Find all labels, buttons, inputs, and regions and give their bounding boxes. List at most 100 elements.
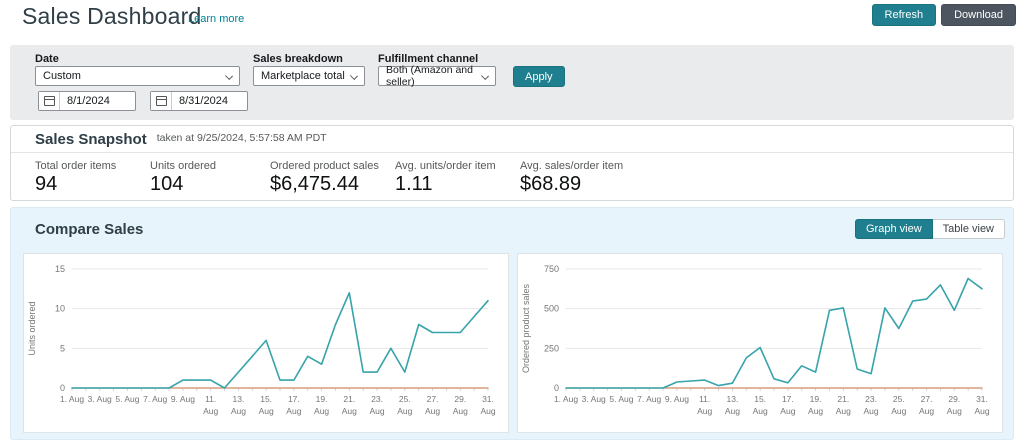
svg-text:27.: 27.: [921, 394, 933, 404]
sales-breakdown-label: Sales breakdown: [253, 53, 343, 65]
svg-text:19.: 19.: [316, 394, 328, 404]
filter-bar: Date Custom 8/1/2024 8/31/2024 Sales bre…: [10, 45, 1014, 120]
stat-value: 104: [150, 173, 184, 195]
svg-text:Aug: Aug: [342, 406, 357, 416]
stat-label: Avg. sales/order item: [520, 160, 624, 172]
svg-text:11.: 11.: [699, 394, 710, 404]
date-range-value: Custom: [43, 70, 81, 82]
sales-breakdown-select[interactable]: Marketplace total: [253, 66, 365, 86]
svg-text:Aug: Aug: [725, 406, 740, 416]
svg-text:21.: 21.: [343, 394, 355, 404]
calendar-icon: [155, 96, 167, 106]
stat-label: Total order items: [35, 160, 117, 172]
stat-ordered-product-sales: Ordered product sales $6,475.44: [270, 160, 395, 196]
stat-label: Avg. units/order item: [395, 160, 496, 172]
svg-text:5. Aug: 5. Aug: [115, 394, 139, 404]
stat-avg-units-per-order-item: Avg. units/order item 1.11: [395, 160, 520, 196]
table-view-button[interactable]: Table view: [932, 219, 1005, 239]
svg-text:3. Aug: 3. Aug: [88, 394, 112, 404]
svg-text:Aug: Aug: [974, 406, 989, 416]
date-to-input[interactable]: 8/31/2024: [150, 91, 248, 111]
stat-units-ordered: Units ordered 104: [150, 160, 270, 196]
svg-text:17.: 17.: [782, 394, 794, 404]
calendar-icon: [43, 96, 55, 106]
chevron-down-icon: [349, 71, 359, 81]
svg-text:Aug: Aug: [919, 406, 934, 416]
calendar-button[interactable]: [39, 92, 60, 110]
download-button[interactable]: Download: [941, 4, 1016, 26]
sales-snapshot-title: Sales Snapshot: [35, 130, 147, 148]
stat-total-order-items: Total order items 94: [35, 160, 150, 196]
svg-text:Aug: Aug: [314, 406, 329, 416]
fulfillment-channel-select[interactable]: Both (Amazon and seller): [378, 64, 496, 88]
svg-text:29.: 29.: [948, 394, 960, 404]
svg-text:10: 10: [55, 304, 65, 314]
svg-text:13.: 13.: [232, 394, 244, 404]
svg-text:29.: 29.: [454, 394, 466, 404]
chevron-down-icon: [224, 71, 234, 81]
svg-text:25.: 25.: [399, 394, 411, 404]
svg-text:Aug: Aug: [891, 406, 906, 416]
svg-text:Aug: Aug: [864, 406, 879, 416]
page-header: Sales Dashboard Learn more Refresh Downl…: [0, 0, 1024, 44]
refresh-button[interactable]: Refresh: [871, 4, 937, 26]
svg-text:27.: 27.: [427, 394, 439, 404]
svg-text:31.: 31.: [976, 394, 988, 404]
svg-text:Aug: Aug: [453, 406, 468, 416]
svg-text:Aug: Aug: [370, 406, 385, 416]
date-range-select[interactable]: Custom: [35, 66, 240, 86]
stat-label: Ordered product sales: [270, 160, 379, 172]
date-filter-label: Date: [35, 53, 59, 65]
date-from-value: 8/1/2024: [67, 95, 110, 107]
snapshot-stats-row: Total order items 94 Units ordered 104 O…: [11, 153, 1013, 196]
svg-text:3. Aug: 3. Aug: [582, 394, 606, 404]
stat-value: 1.11: [395, 173, 433, 195]
svg-text:9. Aug: 9. Aug: [665, 394, 689, 404]
date-to-value: 8/31/2024: [179, 95, 228, 107]
apply-button[interactable]: Apply: [513, 66, 565, 87]
svg-text:15.: 15.: [260, 394, 272, 404]
svg-text:7. Aug: 7. Aug: [637, 394, 661, 404]
svg-text:5. Aug: 5. Aug: [609, 394, 633, 404]
svg-text:Aug: Aug: [259, 406, 274, 416]
view-toggle: Graph view Table view: [855, 219, 1005, 239]
sales-snapshot-card: Sales Snapshot taken at 9/25/2024, 5:57:…: [10, 125, 1014, 201]
svg-text:Aug: Aug: [947, 406, 962, 416]
svg-text:25.: 25.: [893, 394, 905, 404]
svg-text:Aug: Aug: [808, 406, 823, 416]
svg-text:Aug: Aug: [425, 406, 440, 416]
svg-text:Aug: Aug: [397, 406, 412, 416]
stat-value: $68.89: [520, 173, 582, 195]
calendar-button[interactable]: [151, 92, 172, 110]
svg-text:750: 750: [544, 264, 559, 274]
svg-text:500: 500: [544, 304, 559, 314]
svg-text:21.: 21.: [837, 394, 849, 404]
svg-text:9. Aug: 9. Aug: [171, 394, 195, 404]
learn-more-link[interactable]: Learn more: [188, 13, 245, 25]
snapshot-timestamp: taken at 9/25/2024, 5:57:58 AM PDT: [156, 132, 327, 144]
sales-snapshot-header: Sales Snapshot taken at 9/25/2024, 5:57:…: [11, 126, 1013, 153]
date-from-input[interactable]: 8/1/2024: [38, 91, 136, 111]
stat-avg-sales-per-order-item: Avg. sales/order item $68.89: [520, 160, 623, 196]
chevron-down-icon: [480, 71, 490, 81]
stat-value: 94: [35, 173, 58, 195]
svg-text:11.: 11.: [205, 394, 216, 404]
header-actions: Refresh Download: [871, 4, 1016, 26]
stat-value: $6,475.44: [270, 173, 359, 195]
svg-text:15: 15: [55, 264, 65, 274]
svg-text:Aug: Aug: [780, 406, 795, 416]
fulfillment-channel-label: Fulfillment channel: [378, 53, 479, 65]
compare-sales-title: Compare Sales: [35, 221, 144, 238]
page-title: Sales Dashboard: [22, 3, 202, 29]
svg-text:31.: 31.: [482, 394, 494, 404]
fulfillment-channel-value: Both (Amazon and seller): [386, 64, 473, 88]
graph-view-button[interactable]: Graph view: [855, 219, 933, 239]
svg-text:Ordered product sales: Ordered product sales: [521, 283, 531, 373]
svg-text:23.: 23.: [865, 394, 877, 404]
svg-text:Units ordered: Units ordered: [27, 301, 37, 355]
svg-text:7. Aug: 7. Aug: [143, 394, 167, 404]
units-ordered-chart: 0 5 10 15 Units ordered 1. Aug 3. Aug 5. Aug 7. …: [23, 253, 509, 433]
svg-text:Aug: Aug: [480, 406, 495, 416]
svg-text:1. Aug: 1. Aug: [60, 394, 84, 404]
svg-text:23.: 23.: [371, 394, 383, 404]
